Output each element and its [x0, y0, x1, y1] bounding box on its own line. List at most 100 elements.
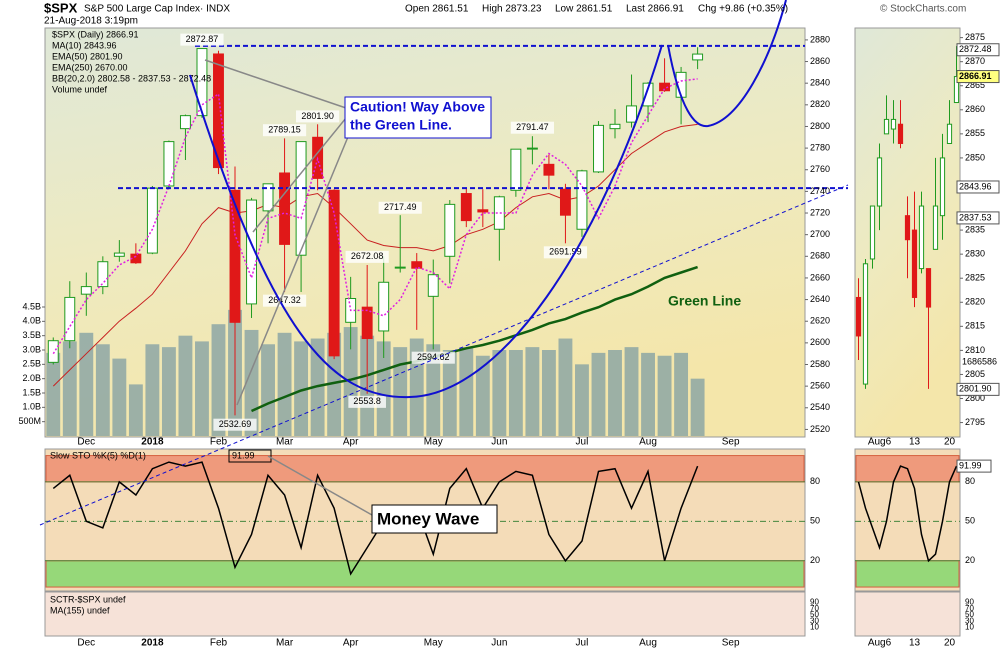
marker-box: [956, 180, 1000, 194]
legend-entry: BB(20,2.0) 2802.58 - 2837.53 - 2872.48: [52, 73, 211, 83]
volume-bar: [178, 335, 193, 436]
sctr-legend: SCTR-$SPX undef: [50, 594, 126, 604]
x-tick-label: 20: [944, 638, 956, 649]
annotation: 2801.90: [301, 111, 334, 121]
marker-box: [956, 43, 1000, 57]
volume-tick-label: 2.0B: [22, 373, 41, 383]
volume-bar: [674, 352, 689, 436]
sctr-tick-label: 90: [965, 598, 974, 607]
candle-body: [262, 183, 274, 212]
x-tick-label: Aug: [639, 437, 657, 448]
marker-label: 2837.53: [959, 212, 992, 222]
candle-body: [932, 205, 939, 250]
zoom-y-tick-label: 2860: [965, 104, 985, 114]
caution-text: Caution! Way Above: [350, 99, 485, 115]
legend-entry: $SPX (Daily) 2866.91: [52, 29, 139, 39]
candle-body: [510, 148, 522, 191]
handle-curve: [667, 0, 787, 128]
volume-bar: [62, 341, 77, 436]
zoom-y-tick-label: 2805: [965, 369, 985, 379]
candle-body: [939, 157, 946, 217]
marker-label: 2872.48: [959, 44, 992, 54]
volume-tick-label: 4.5B: [22, 301, 41, 311]
candle-body: [361, 306, 373, 340]
annotation: 2532.69: [219, 419, 252, 429]
annotation-bg: [411, 351, 455, 364]
candle-body: [876, 157, 883, 207]
legend-entry: Volume undef: [52, 84, 108, 94]
sto-legend: Slow STO %K(5) %D(1): [50, 450, 146, 460]
volume-bar: [608, 350, 622, 436]
pointer: [204, 59, 347, 109]
volume-bar: [195, 341, 209, 436]
y-tick-label: 2700: [810, 229, 830, 239]
candle-body: [411, 261, 423, 269]
x-tick-label: 20: [944, 437, 956, 448]
zoom-y-tick-label: 2795: [965, 417, 985, 427]
x-tick-label: Aug: [639, 638, 657, 649]
sctr-tick-label: 50: [965, 610, 974, 619]
sto-tick-label: 50: [965, 516, 975, 526]
annotation-bg: [296, 110, 340, 123]
y-tick-label: 2640: [810, 294, 830, 304]
volume-bar: [95, 344, 110, 436]
zoom-y-tick-label: 2855: [965, 128, 985, 138]
legend-entry: MA(10) 2843.96: [52, 40, 117, 50]
volume-bar: [591, 352, 606, 436]
candle-body: [946, 123, 953, 144]
volume-bar: [426, 344, 441, 436]
x-tick-label: 2018: [141, 638, 164, 649]
volume-tick-label: 2.5B: [22, 359, 41, 369]
x-tick-label: Mar: [276, 638, 294, 649]
candle-body: [246, 199, 257, 305]
x-tick-label: May: [424, 638, 443, 649]
zoom-y-tick-label: 2820: [965, 297, 985, 307]
sto-line: [857, 465, 958, 563]
subtitle: S&P 500 Large Cap Index· INDX: [84, 4, 230, 15]
y-tick-label: 2860: [810, 56, 830, 66]
volume-bar: [541, 350, 556, 436]
candle-body: [642, 82, 654, 107]
candle-body: [295, 141, 307, 256]
candle-body: [477, 209, 489, 213]
candle-body: [146, 187, 158, 254]
candle-body: [526, 147, 538, 150]
annotation-bg: [348, 395, 386, 408]
x-tick-label: 13: [909, 638, 921, 649]
x-tick-label: Mar: [276, 437, 294, 448]
sto-band: [855, 560, 960, 588]
volume-bar: [442, 350, 457, 436]
sto-line: [52, 461, 699, 576]
volume-bar: [508, 350, 523, 436]
x-tick-label: Jun: [491, 437, 507, 448]
candle-body: [113, 252, 125, 257]
candle-body: [543, 163, 555, 176]
candle-body: [911, 229, 918, 298]
candle-body: [80, 286, 92, 295]
y-tick-label: 2840: [810, 78, 830, 88]
drawings: [39, 0, 849, 526]
candle-body: [576, 170, 588, 230]
volume-bar: [641, 352, 655, 436]
last-box: [228, 449, 272, 463]
zoom-y-tick-label: 2870: [965, 56, 985, 66]
x-tick-label: Apr: [343, 638, 359, 649]
volume-tick-label: 3.5B: [22, 330, 41, 340]
quote: Open 2861.51: [405, 4, 469, 15]
volume-bar: [46, 352, 61, 436]
x-tick-label: Dec: [77, 638, 95, 649]
volume-bar: [145, 344, 160, 436]
volume-bar: [558, 338, 573, 436]
candle-body: [897, 123, 904, 144]
volume-bar: [657, 355, 672, 436]
x-tick-label: Sep: [722, 638, 740, 649]
volume-tick-label: 1.5B: [22, 387, 41, 397]
y-tick-label: 2720: [810, 207, 830, 217]
volume-bar: [492, 350, 507, 436]
annotation-bg: [510, 121, 554, 134]
candle-body: [328, 189, 340, 357]
volume-bar: [376, 341, 391, 436]
x-tick-label: Feb: [210, 437, 228, 448]
annotation-bg: [180, 33, 224, 46]
